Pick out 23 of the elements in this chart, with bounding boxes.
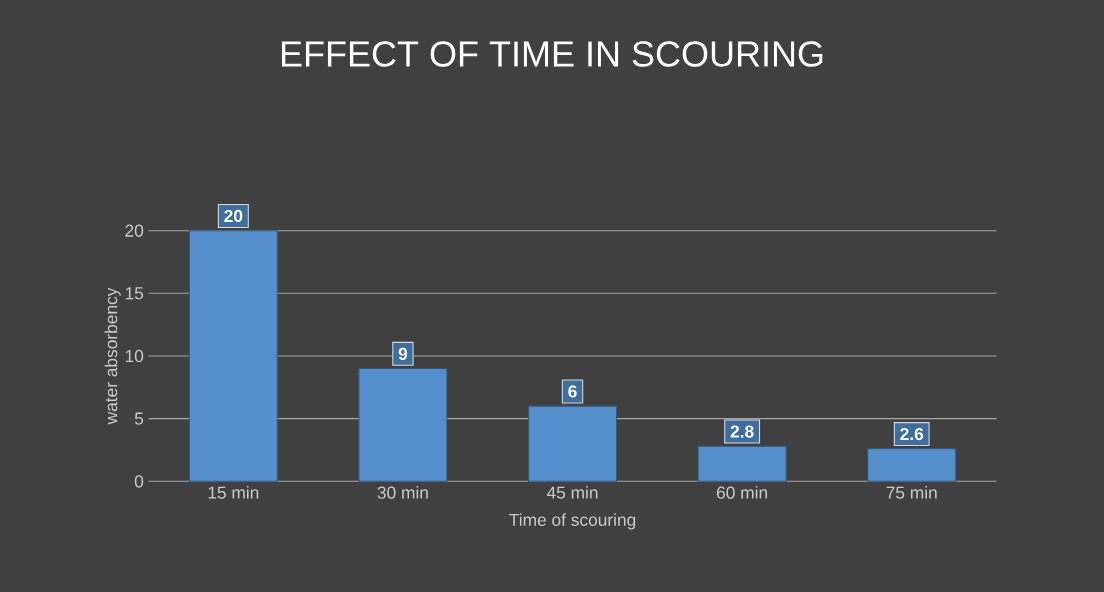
y-tick-label: 20	[125, 224, 144, 237]
chart-title: EFFECT OF TIME IN SCOURING	[281, 41, 823, 67]
y-axis-title: water absorbency	[104, 287, 121, 425]
data-label: 2.6	[900, 427, 924, 441]
x-tick-label: 30 min	[377, 486, 428, 499]
x-tick-label: 45 min	[546, 486, 598, 499]
y-tick-label: 15	[125, 287, 144, 300]
bar	[358, 367, 448, 482]
y-tick-label: 0	[134, 475, 144, 488]
x-tick-label: 75 min	[886, 486, 937, 499]
x-tick-label: 15 min	[208, 486, 259, 499]
bar	[188, 230, 278, 482]
bar	[697, 445, 787, 482]
bar	[528, 405, 618, 482]
data-label: 9	[398, 347, 408, 360]
bar	[867, 448, 957, 482]
data-label: 2.8	[730, 425, 754, 438]
data-label: 20	[224, 209, 243, 223]
x-tick-label: 60 min	[717, 486, 767, 499]
data-label: 6	[568, 385, 577, 398]
y-tick-label: 5	[134, 412, 144, 425]
x-axis-title: Time of scouring	[509, 513, 636, 530]
y-tick-label: 10	[125, 349, 144, 363]
